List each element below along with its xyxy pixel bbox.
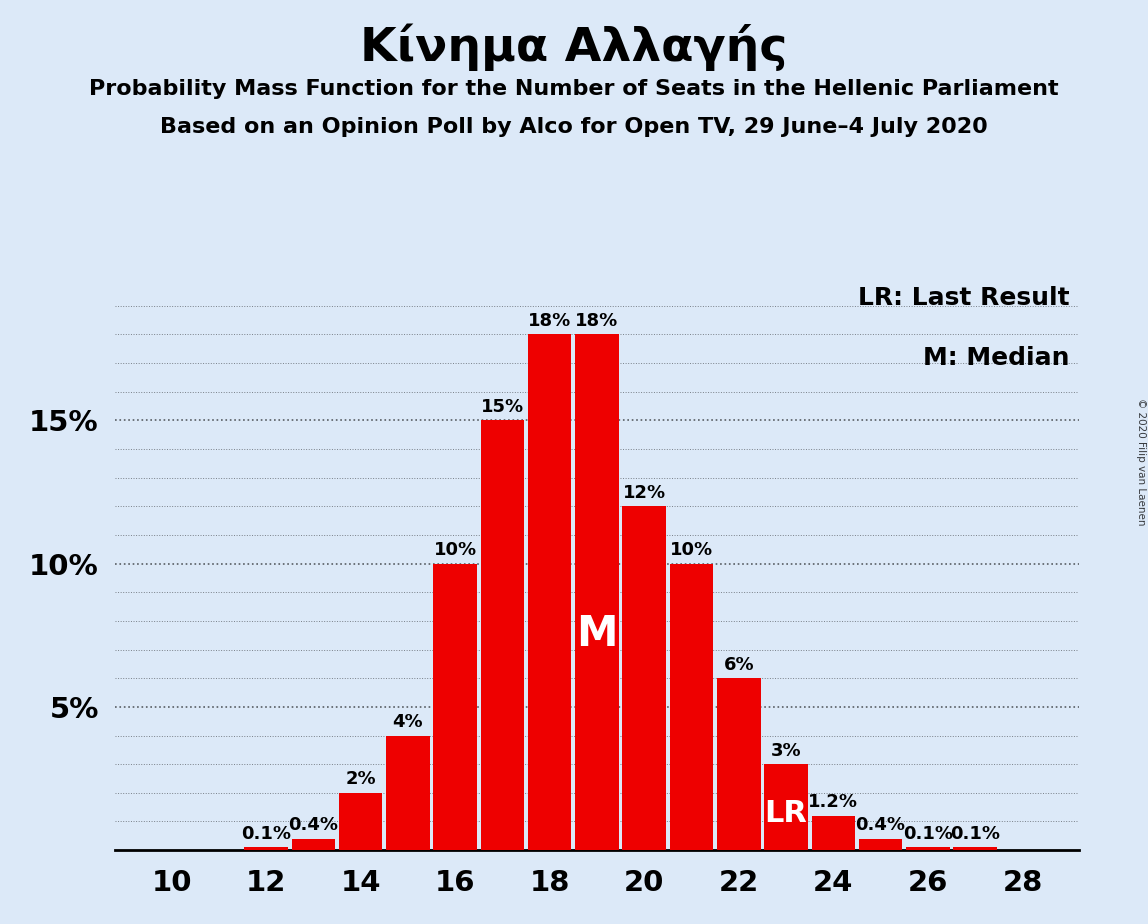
Text: 4%: 4%: [393, 713, 424, 731]
Text: 6%: 6%: [723, 656, 754, 674]
Text: LR: LR: [765, 799, 807, 829]
Bar: [575, 334, 619, 850]
Text: 0.4%: 0.4%: [288, 816, 339, 834]
Text: M: Median: M: Median: [923, 346, 1070, 370]
Text: 10%: 10%: [434, 541, 476, 559]
Text: 12%: 12%: [622, 484, 666, 502]
Bar: [528, 334, 572, 850]
Bar: [765, 764, 808, 850]
Text: 3%: 3%: [770, 742, 801, 760]
Text: Based on an Opinion Poll by Alco for Open TV, 29 June–4 July 2020: Based on an Opinion Poll by Alco for Ope…: [160, 117, 988, 138]
Bar: [622, 506, 666, 850]
Text: 0.1%: 0.1%: [902, 825, 953, 843]
Bar: [339, 793, 382, 850]
Text: 0.4%: 0.4%: [855, 816, 906, 834]
Bar: [812, 816, 855, 850]
Bar: [669, 564, 713, 850]
Text: 2%: 2%: [346, 771, 375, 788]
Bar: [953, 847, 996, 850]
Text: 1.2%: 1.2%: [808, 794, 859, 811]
Text: 18%: 18%: [528, 312, 572, 330]
Text: Probability Mass Function for the Number of Seats in the Hellenic Parliament: Probability Mass Function for the Number…: [90, 79, 1058, 99]
Text: M: M: [576, 613, 618, 654]
Bar: [434, 564, 476, 850]
Bar: [481, 420, 525, 850]
Text: Κίνημα Αλλαγής: Κίνημα Αλλαγής: [360, 23, 788, 70]
Bar: [718, 678, 760, 850]
Text: 18%: 18%: [575, 312, 619, 330]
Bar: [245, 847, 288, 850]
Bar: [386, 736, 429, 850]
Text: © 2020 Filip van Laenen: © 2020 Filip van Laenen: [1135, 398, 1146, 526]
Text: 10%: 10%: [670, 541, 713, 559]
Text: 15%: 15%: [481, 398, 523, 416]
Text: 0.1%: 0.1%: [241, 825, 292, 843]
Bar: [292, 839, 335, 850]
Bar: [859, 839, 902, 850]
Text: LR: Last Result: LR: Last Result: [858, 286, 1070, 310]
Bar: [906, 847, 949, 850]
Text: 0.1%: 0.1%: [951, 825, 1000, 843]
